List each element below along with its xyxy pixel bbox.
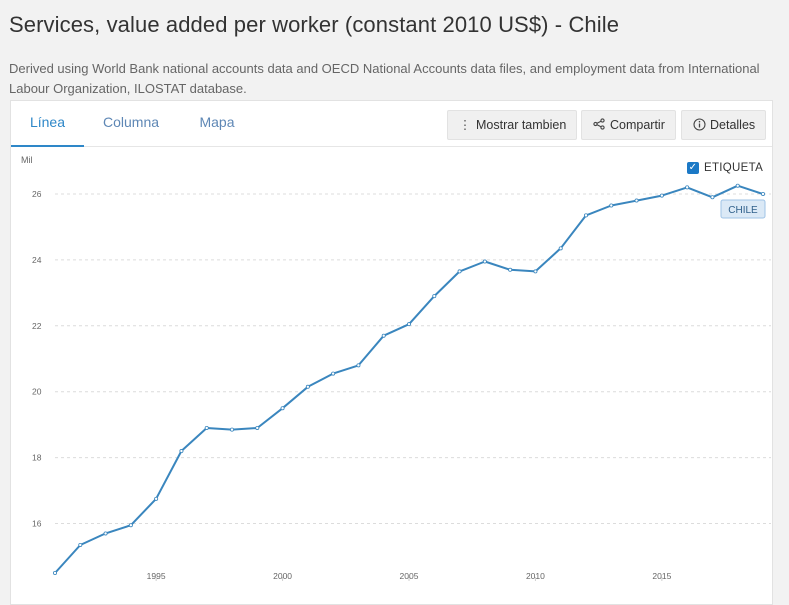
share-button[interactable]: Compartir — [581, 110, 676, 140]
tab-bar: Línea Columna Mapa ⋮ Mostrar tambien Comp… — [11, 101, 772, 147]
data-point — [204, 425, 209, 430]
share-label: Compartir — [610, 118, 665, 132]
data-point — [331, 371, 336, 376]
data-point — [634, 198, 639, 203]
data-point — [482, 259, 487, 264]
vertical-dots-icon: ⋮ — [458, 118, 472, 132]
show-also-label: Mostrar tambien — [476, 118, 567, 132]
info-icon — [692, 111, 706, 139]
tab-line[interactable]: Línea — [11, 101, 84, 147]
y-axis-unit-label: Mil — [21, 155, 33, 165]
y-tick-label: 18 — [32, 453, 42, 463]
data-point — [432, 294, 437, 299]
data-point — [280, 406, 285, 411]
x-tick-label: 2000 — [273, 571, 292, 581]
tab-column[interactable]: Columna — [102, 114, 160, 130]
tab-map[interactable]: Mapa — [199, 114, 235, 130]
label-toggle-text: ETIQUETA — [704, 162, 764, 174]
data-point — [103, 531, 108, 536]
share-icon — [592, 111, 606, 139]
x-tick-label: 2015 — [652, 571, 671, 581]
data-point — [584, 213, 589, 218]
data-point — [53, 570, 58, 575]
show-also-button[interactable]: ⋮ Mostrar tambien — [447, 110, 578, 140]
data-point — [609, 203, 614, 208]
y-tick-label: 26 — [32, 189, 42, 199]
data-point — [255, 425, 260, 430]
series-line — [54, 184, 764, 574]
y-tick-label: 24 — [32, 255, 42, 265]
details-label: Detalles — [710, 118, 756, 132]
chart-panel: Línea Columna Mapa ⋮ Mostrar tambien Comp… — [10, 100, 773, 605]
series-label: CHILE — [728, 205, 758, 216]
y-tick-label: 22 — [32, 321, 42, 331]
data-point — [508, 267, 513, 272]
data-point — [685, 185, 690, 190]
x-tick-label: 2005 — [400, 571, 419, 581]
y-tick-label: 20 — [32, 387, 42, 397]
data-point — [381, 333, 386, 338]
data-point — [659, 193, 664, 198]
page-description: Derived using World Bank national accoun… — [9, 61, 760, 96]
data-point — [305, 384, 310, 389]
data-point — [533, 269, 538, 274]
x-tick-label: 1995 — [147, 571, 166, 581]
data-point — [761, 191, 766, 196]
series-label-box — [720, 199, 766, 219]
x-tick-label: 2010 — [526, 571, 545, 581]
line-chart: 16 18 20 22 24 26 1995 2000 2005 2010 2015 CHILE — [32, 183, 771, 581]
label-toggle[interactable]: ✓ ETIQUETA — [687, 162, 763, 174]
data-point — [356, 363, 361, 368]
data-point — [128, 523, 133, 528]
details-button[interactable]: Detalles — [681, 110, 767, 140]
page-title: Services, value added per worker (consta… — [9, 12, 620, 37]
data-point — [710, 195, 715, 200]
data-point — [735, 183, 740, 188]
data-point — [179, 449, 184, 454]
data-point — [558, 246, 563, 251]
data-point — [457, 269, 462, 274]
data-point — [229, 427, 234, 432]
data-point — [154, 496, 159, 501]
data-point — [78, 542, 83, 547]
data-point — [406, 322, 411, 327]
checkbox-checked-icon[interactable]: ✓ — [687, 162, 699, 174]
y-tick-label: 16 — [32, 519, 42, 529]
